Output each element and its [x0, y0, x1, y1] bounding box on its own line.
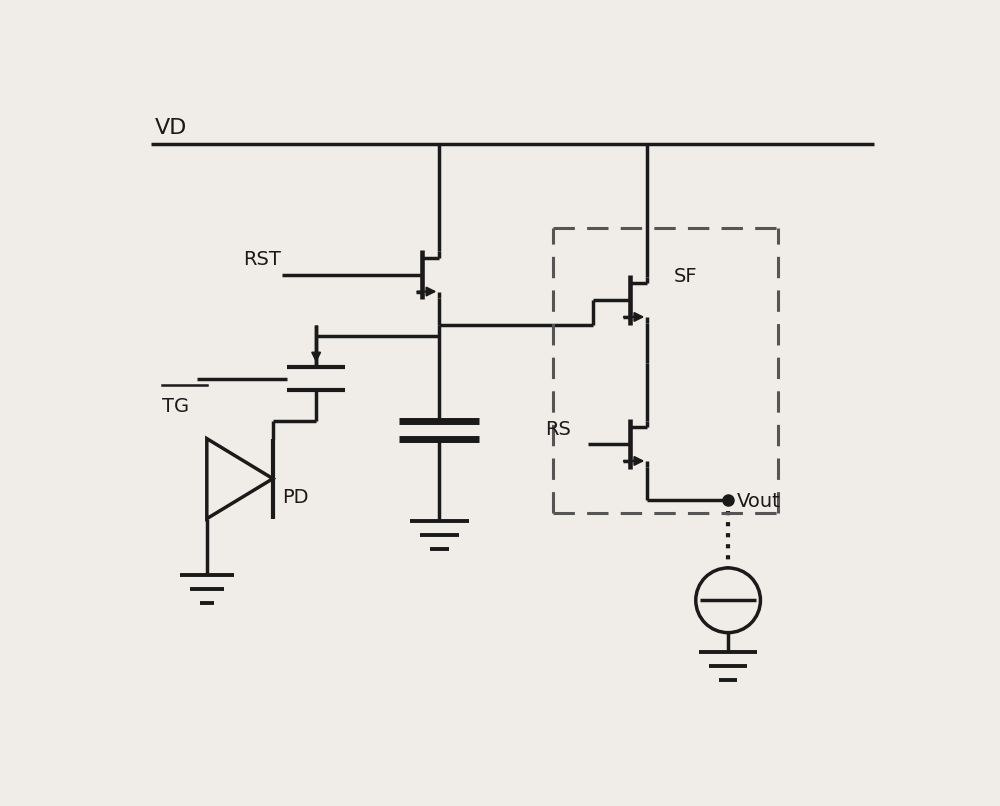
- Text: TG: TG: [162, 397, 189, 416]
- Text: RS: RS: [545, 421, 571, 439]
- Text: Vout: Vout: [737, 492, 781, 511]
- Text: VD: VD: [154, 118, 187, 139]
- Text: PD: PD: [282, 488, 309, 507]
- Text: RST: RST: [243, 250, 281, 269]
- Text: SF: SF: [674, 267, 698, 286]
